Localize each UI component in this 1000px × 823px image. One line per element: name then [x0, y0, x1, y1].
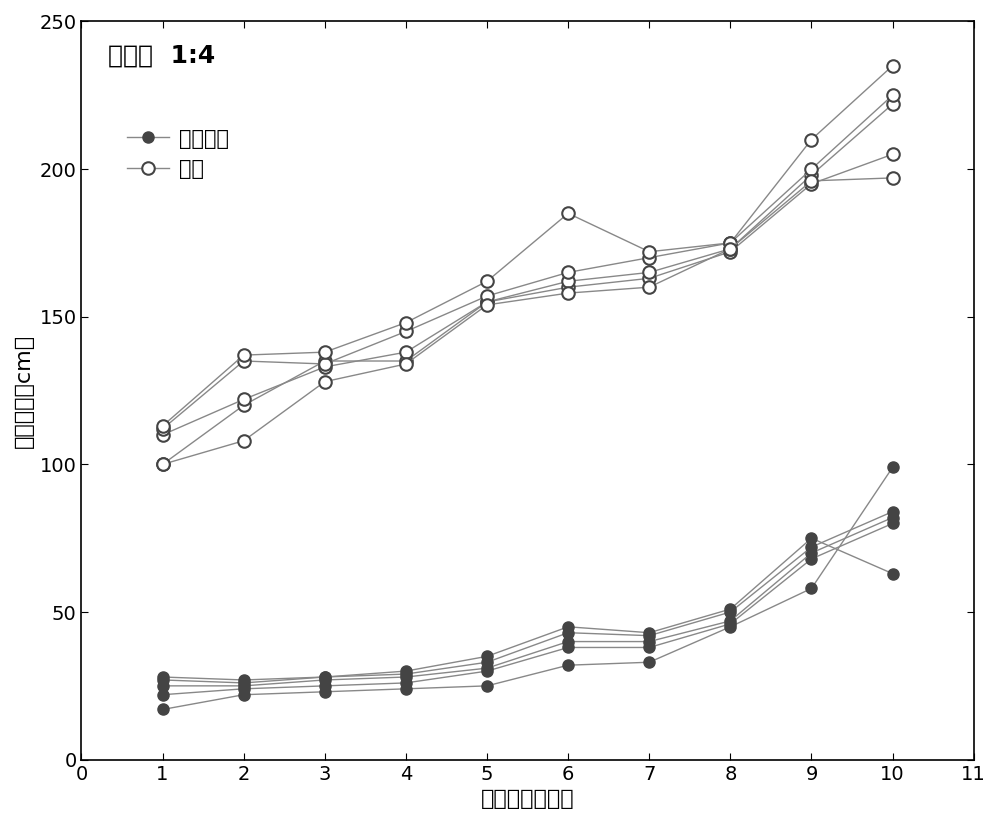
Text: 坡度：  1:4: 坡度： 1:4	[108, 44, 215, 67]
X-axis label: 样品数量（个）: 样品数量（个）	[481, 789, 574, 809]
Y-axis label: 滚动距离（cm）: 滚动距离（cm）	[14, 333, 34, 448]
Legend: 两球一线, 单球: 两球一线, 单球	[119, 120, 237, 188]
